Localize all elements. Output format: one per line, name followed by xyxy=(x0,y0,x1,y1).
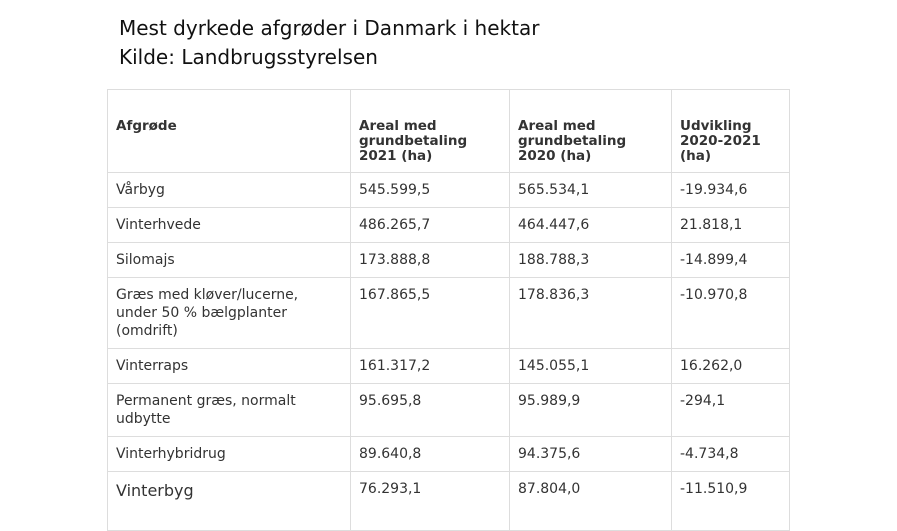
table-row: Vinterhvede 486.265,7 464.447,6 21.818,1 xyxy=(107,207,790,243)
cell-area-2020: 178.836,3 xyxy=(509,277,672,349)
table-row: Silomajs 173.888,8 188.788,3 -14.899,4 xyxy=(107,242,790,278)
cell-crop: Vinterbyg xyxy=(107,471,351,531)
cell-area-2020: 145.055,1 xyxy=(509,348,672,384)
crops-table: Afgrøde Areal med grundbetaling 2021 (ha… xyxy=(107,89,790,531)
cell-change: 16.262,0 xyxy=(671,348,790,384)
cell-crop: Græs med kløver/lucerne, under 50 % bælg… xyxy=(107,277,351,349)
cell-crop: Vårbyg xyxy=(107,172,351,208)
title-block: Mest dyrkede afgrøder i Danmark i hektar… xyxy=(119,14,539,72)
cell-change: -294,1 xyxy=(671,383,790,437)
cell-area-2021: 89.640,8 xyxy=(350,436,510,472)
table-row: Græs med kløver/lucerne, under 50 % bælg… xyxy=(107,277,790,349)
cell-area-2020: 95.989,9 xyxy=(509,383,672,437)
cell-crop: Permanent græs, normalt udbytte xyxy=(107,383,351,437)
table-row: Vårbyg 545.599,5 565.534,1 -19.934,6 xyxy=(107,172,790,208)
cell-crop: Vinterhybridrug xyxy=(107,436,351,472)
cell-area-2021: 545.599,5 xyxy=(350,172,510,208)
cell-change: -4.734,8 xyxy=(671,436,790,472)
table-row: Vinterhybridrug 89.640,8 94.375,6 -4.734… xyxy=(107,436,790,472)
cell-area-2021: 161.317,2 xyxy=(350,348,510,384)
cell-crop: Silomajs xyxy=(107,242,351,278)
cell-area-2020: 464.447,6 xyxy=(509,207,672,243)
cell-change: -14.899,4 xyxy=(671,242,790,278)
table-row: Vinterraps 161.317,2 145.055,1 16.262,0 xyxy=(107,348,790,384)
cell-area-2020: 188.788,3 xyxy=(509,242,672,278)
table-row: Vinterbyg 76.293,1 87.804,0 -11.510,9 xyxy=(107,471,790,531)
cell-area-2021: 95.695,8 xyxy=(350,383,510,437)
cell-area-2021: 167.865,5 xyxy=(350,277,510,349)
cell-area-2021: 486.265,7 xyxy=(350,207,510,243)
cell-area-2020: 94.375,6 xyxy=(509,436,672,472)
cell-crop: Vinterhvede xyxy=(107,207,351,243)
header-area-2021: Areal med grundbetaling 2021 (ha) xyxy=(350,89,510,173)
table-header-row: Afgrøde Areal med grundbetaling 2021 (ha… xyxy=(107,89,790,173)
cell-change: -10.970,8 xyxy=(671,277,790,349)
cell-area-2021: 76.293,1 xyxy=(350,471,510,531)
cell-area-2021: 173.888,8 xyxy=(350,242,510,278)
cell-area-2020: 565.534,1 xyxy=(509,172,672,208)
cell-area-2020: 87.804,0 xyxy=(509,471,672,531)
cell-change: -19.934,6 xyxy=(671,172,790,208)
chart-title: Mest dyrkede afgrøder i Danmark i hektar xyxy=(119,16,540,40)
chart-source: Kilde: Landbrugsstyrelsen xyxy=(119,45,378,69)
header-change: Udvikling 2020-2021 (ha) xyxy=(671,89,790,173)
cell-change: 21.818,1 xyxy=(671,207,790,243)
header-area-2020: Areal med grundbetaling 2020 (ha) xyxy=(509,89,672,173)
cell-crop: Vinterraps xyxy=(107,348,351,384)
table-row: Permanent græs, normalt udbytte 95.695,8… xyxy=(107,383,790,437)
header-crop: Afgrøde xyxy=(107,89,351,173)
cell-change: -11.510,9 xyxy=(671,471,790,531)
